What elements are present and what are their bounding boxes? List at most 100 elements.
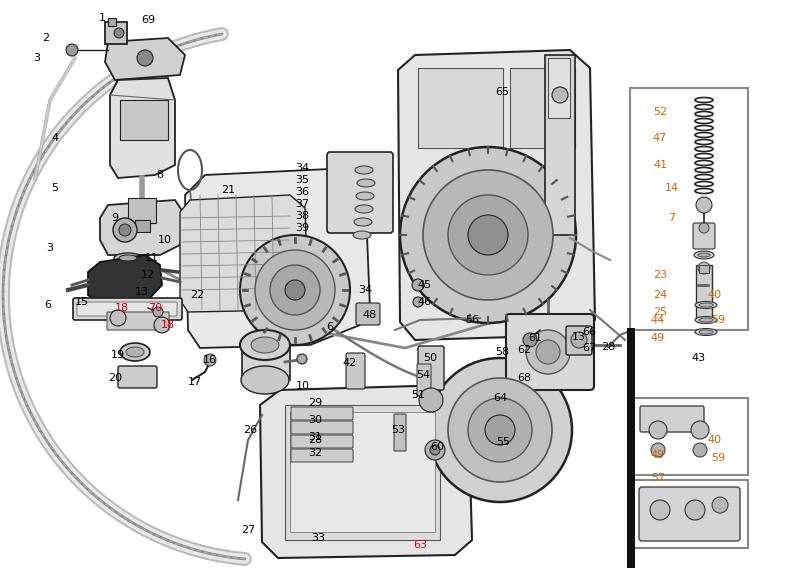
Bar bbox=[128, 198, 156, 223]
Polygon shape bbox=[100, 200, 185, 255]
Text: 59: 59 bbox=[711, 315, 725, 325]
Text: 28: 28 bbox=[601, 342, 615, 352]
Ellipse shape bbox=[698, 253, 710, 257]
Text: 18: 18 bbox=[161, 320, 175, 330]
Ellipse shape bbox=[114, 253, 142, 263]
Circle shape bbox=[154, 317, 170, 333]
Text: 44: 44 bbox=[651, 315, 665, 325]
Text: 48: 48 bbox=[363, 310, 377, 320]
Text: 13: 13 bbox=[135, 287, 149, 297]
Text: 69: 69 bbox=[141, 15, 155, 25]
Text: 3: 3 bbox=[34, 53, 40, 63]
FancyBboxPatch shape bbox=[327, 152, 393, 233]
Text: 19: 19 bbox=[111, 350, 125, 360]
Circle shape bbox=[468, 215, 508, 255]
Circle shape bbox=[485, 415, 515, 445]
Text: 64: 64 bbox=[493, 393, 507, 403]
Text: 30: 30 bbox=[308, 415, 322, 425]
Polygon shape bbox=[88, 255, 162, 308]
Ellipse shape bbox=[354, 218, 372, 226]
Circle shape bbox=[650, 500, 670, 520]
Text: 4: 4 bbox=[52, 133, 59, 143]
Ellipse shape bbox=[695, 301, 717, 309]
Ellipse shape bbox=[699, 303, 713, 307]
Ellipse shape bbox=[695, 316, 717, 324]
Text: 58: 58 bbox=[495, 347, 509, 357]
Circle shape bbox=[425, 440, 445, 460]
Text: 59: 59 bbox=[711, 453, 725, 463]
Circle shape bbox=[693, 443, 707, 457]
Circle shape bbox=[536, 340, 560, 364]
Text: 51: 51 bbox=[411, 390, 425, 400]
Text: 60: 60 bbox=[430, 442, 444, 452]
Polygon shape bbox=[398, 50, 595, 340]
Circle shape bbox=[413, 297, 423, 307]
Bar bbox=[105, 22, 127, 44]
Text: 39: 39 bbox=[295, 223, 309, 233]
Text: 49: 49 bbox=[651, 333, 665, 343]
Text: 10: 10 bbox=[296, 381, 310, 391]
Circle shape bbox=[423, 170, 553, 300]
Text: 15: 15 bbox=[75, 297, 89, 307]
Bar bbox=[290, 412, 435, 532]
Text: 10: 10 bbox=[158, 235, 172, 245]
Circle shape bbox=[400, 147, 576, 323]
Text: 41: 41 bbox=[653, 160, 667, 170]
Circle shape bbox=[114, 28, 124, 38]
Text: 5: 5 bbox=[52, 183, 58, 193]
FancyBboxPatch shape bbox=[73, 298, 182, 320]
Circle shape bbox=[153, 307, 163, 317]
Ellipse shape bbox=[699, 318, 713, 322]
Text: 54: 54 bbox=[416, 370, 430, 380]
Circle shape bbox=[240, 235, 350, 345]
Text: 12: 12 bbox=[141, 270, 155, 280]
Text: 45: 45 bbox=[417, 280, 431, 290]
Bar bbox=[545, 55, 575, 235]
Polygon shape bbox=[260, 385, 472, 558]
Text: 43: 43 bbox=[691, 353, 705, 363]
Text: 63: 63 bbox=[413, 540, 427, 550]
Ellipse shape bbox=[355, 166, 373, 174]
Text: 56: 56 bbox=[465, 315, 479, 325]
Text: 57: 57 bbox=[651, 473, 665, 483]
Bar bbox=[135, 220, 150, 232]
Text: 1: 1 bbox=[98, 13, 106, 23]
Circle shape bbox=[651, 443, 665, 457]
Circle shape bbox=[285, 280, 305, 300]
Text: 36: 36 bbox=[295, 187, 309, 197]
Text: 46: 46 bbox=[417, 297, 431, 307]
Text: 53: 53 bbox=[391, 425, 405, 435]
Ellipse shape bbox=[355, 205, 373, 213]
Circle shape bbox=[699, 223, 709, 233]
FancyBboxPatch shape bbox=[506, 314, 594, 390]
FancyBboxPatch shape bbox=[346, 353, 365, 389]
Text: 68: 68 bbox=[517, 373, 531, 383]
Circle shape bbox=[297, 354, 307, 364]
Text: 32: 32 bbox=[308, 448, 322, 458]
Bar bbox=[696, 265, 712, 320]
Bar bbox=[632, 480, 748, 548]
Text: 33: 33 bbox=[311, 533, 325, 543]
Text: 21: 21 bbox=[221, 185, 235, 195]
Circle shape bbox=[66, 44, 78, 56]
Circle shape bbox=[698, 262, 710, 274]
Polygon shape bbox=[180, 195, 308, 312]
Bar bbox=[242, 345, 290, 380]
Text: 70: 70 bbox=[148, 303, 162, 313]
FancyBboxPatch shape bbox=[77, 302, 177, 316]
FancyBboxPatch shape bbox=[418, 346, 444, 390]
FancyBboxPatch shape bbox=[356, 303, 380, 325]
Text: 38: 38 bbox=[295, 211, 309, 221]
Text: 27: 27 bbox=[240, 525, 255, 535]
Circle shape bbox=[448, 378, 552, 482]
Ellipse shape bbox=[695, 328, 717, 335]
Text: 3: 3 bbox=[47, 243, 53, 253]
Text: 26: 26 bbox=[243, 425, 257, 435]
Circle shape bbox=[571, 332, 587, 348]
Text: 34: 34 bbox=[358, 285, 372, 295]
Circle shape bbox=[685, 500, 705, 520]
Text: 37: 37 bbox=[295, 199, 309, 209]
Circle shape bbox=[649, 421, 667, 439]
Circle shape bbox=[270, 265, 320, 315]
Circle shape bbox=[428, 358, 572, 502]
